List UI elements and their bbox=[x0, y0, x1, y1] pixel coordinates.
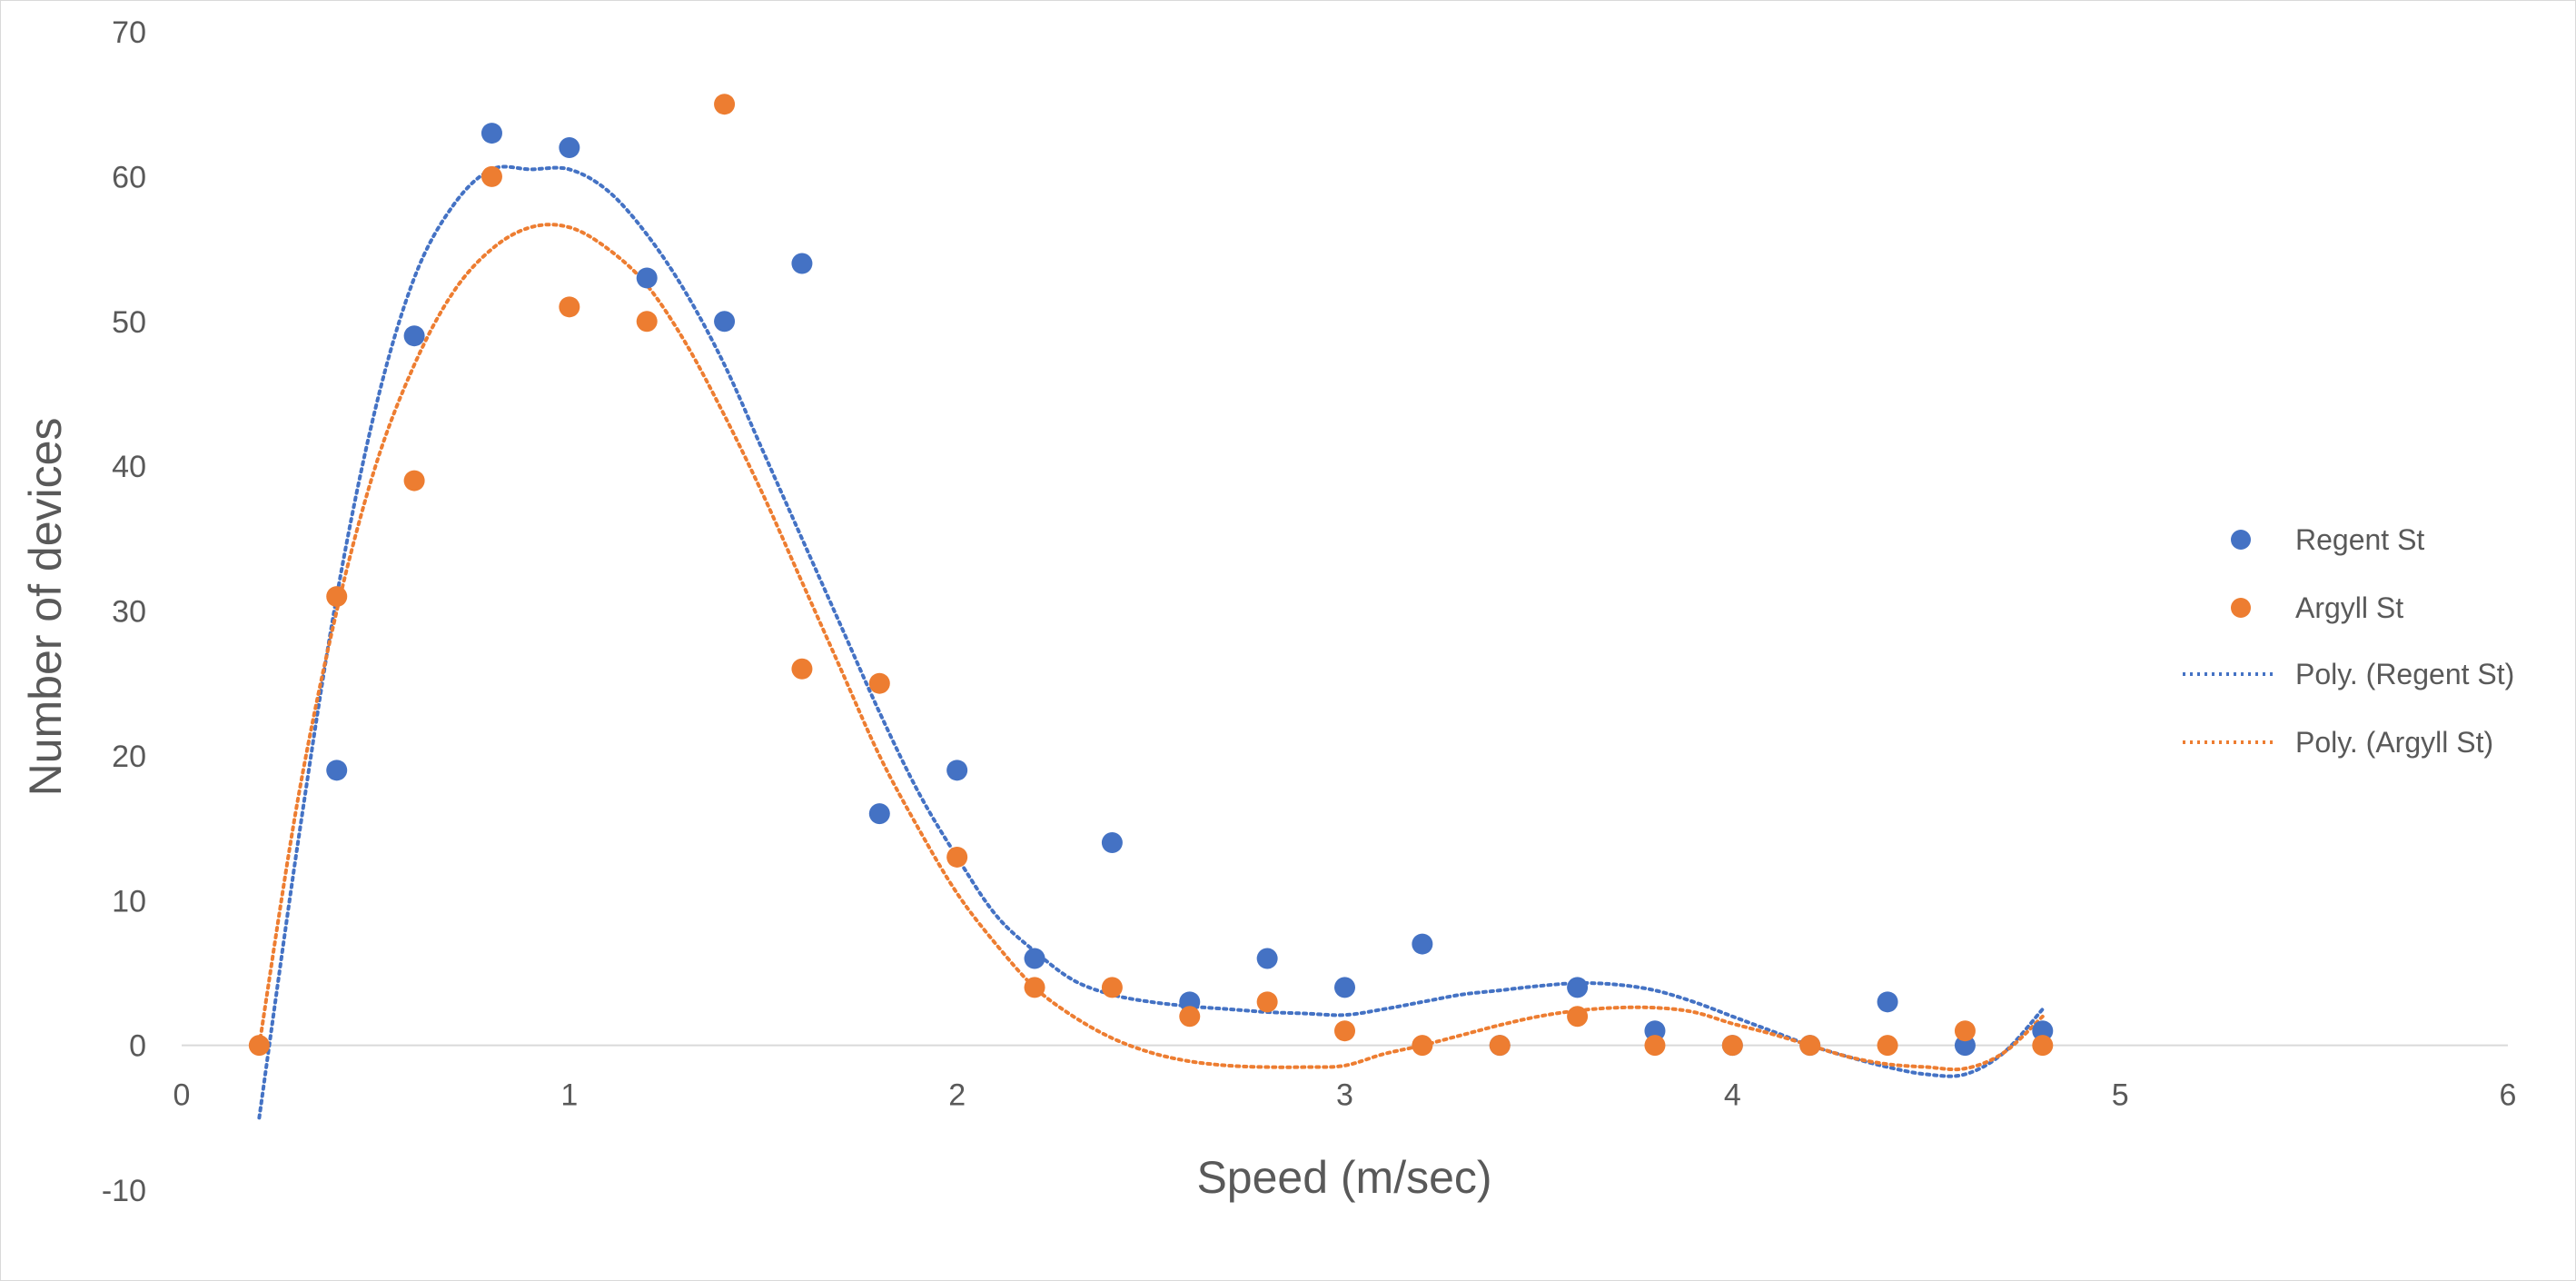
y-tick-label: 30 bbox=[112, 595, 146, 630]
data-point-regent-st bbox=[946, 760, 968, 781]
x-axis-title: Speed (m/sec) bbox=[1196, 1152, 1491, 1203]
data-point-argyll-st bbox=[1799, 1035, 1821, 1057]
data-point-argyll-st bbox=[248, 1035, 270, 1057]
data-point-argyll-st bbox=[403, 470, 425, 492]
data-point-argyll-st bbox=[1334, 1020, 1355, 1042]
data-point-argyll-st bbox=[714, 94, 736, 115]
data-point-argyll-st bbox=[326, 586, 348, 608]
y-tick-label: 70 bbox=[112, 15, 146, 50]
data-point-argyll-st bbox=[1567, 1006, 1589, 1028]
data-point-argyll-st bbox=[559, 296, 580, 318]
legend-label-argyll-st: Argyll St bbox=[2295, 591, 2403, 624]
data-point-regent-st bbox=[1256, 948, 1278, 969]
data-point-regent-st bbox=[2032, 1020, 2054, 1042]
y-axis-title: Number of devices bbox=[20, 418, 71, 797]
data-point-argyll-st bbox=[636, 311, 658, 333]
data-point-regent-st bbox=[1101, 832, 1123, 853]
data-point-regent-st bbox=[1412, 933, 1433, 955]
trendline-poly-argyll-st bbox=[257, 223, 2045, 1072]
data-point-regent-st bbox=[559, 137, 580, 158]
trendline-poly-regent-st bbox=[257, 164, 2045, 1120]
y-tick-label: 20 bbox=[112, 740, 146, 774]
y-tick-label: 60 bbox=[112, 160, 146, 194]
y-tick-label: 40 bbox=[112, 450, 146, 484]
data-point-argyll-st bbox=[1489, 1035, 1511, 1057]
y-tick-label: 0 bbox=[129, 1029, 146, 1064]
x-tick-label: 6 bbox=[2500, 1078, 2517, 1113]
data-point-regent-st bbox=[1179, 991, 1201, 1013]
x-tick-label: 4 bbox=[1724, 1078, 1741, 1113]
legend-label-regent-st: Regent St bbox=[2295, 523, 2424, 556]
y-tick-label: 50 bbox=[112, 305, 146, 340]
data-point-regent-st bbox=[1334, 977, 1355, 998]
data-point-argyll-st bbox=[791, 658, 813, 680]
legend: Regent St Argyll St Poly. (Regent St) Po… bbox=[2183, 523, 2514, 759]
data-point-argyll-st bbox=[1256, 991, 1278, 1013]
trendlines bbox=[257, 164, 2045, 1120]
data-point-regent-st bbox=[481, 123, 502, 144]
data-point-regent-st bbox=[791, 253, 813, 274]
y-tick-label: 10 bbox=[112, 884, 146, 919]
data-point-regent-st bbox=[1024, 948, 1045, 969]
y-tick-label: -10 bbox=[102, 1174, 146, 1208]
data-point-argyll-st bbox=[1721, 1035, 1743, 1057]
data-point-regent-st bbox=[1644, 1020, 1666, 1042]
data-point-argyll-st bbox=[481, 165, 502, 187]
x-tick-label: 2 bbox=[948, 1078, 966, 1113]
data-point-argyll-st bbox=[1877, 1035, 1898, 1057]
data-point-regent-st bbox=[326, 760, 348, 781]
data-point-regent-st bbox=[1877, 991, 1898, 1013]
x-tick-label: 5 bbox=[2112, 1078, 2129, 1113]
data-point-regent-st bbox=[1954, 1035, 1976, 1057]
x-tick-label: 0 bbox=[173, 1078, 191, 1113]
legend-marker-argyll-st bbox=[2231, 598, 2251, 618]
data-point-regent-st bbox=[1567, 977, 1589, 998]
data-point-argyll-st bbox=[946, 846, 968, 868]
data-point-argyll-st bbox=[2032, 1035, 2054, 1057]
data-points bbox=[248, 94, 2054, 1057]
data-point-argyll-st bbox=[1179, 1006, 1201, 1028]
data-point-argyll-st bbox=[1101, 977, 1123, 998]
axes: 0 1 2 3 4 5 6 -10 0 10 20 30 40 50 60 70 bbox=[102, 15, 2517, 1208]
legend-marker-regent-st bbox=[2231, 530, 2251, 550]
data-point-argyll-st bbox=[868, 672, 890, 694]
data-point-regent-st bbox=[403, 325, 425, 347]
data-point-argyll-st bbox=[1644, 1035, 1666, 1057]
x-tick-label: 3 bbox=[1336, 1078, 1353, 1113]
data-point-regent-st bbox=[868, 803, 890, 825]
legend-label-poly-argyll-st: Poly. (Argyll St) bbox=[2295, 726, 2493, 759]
x-tick-label: 1 bbox=[560, 1078, 578, 1113]
data-point-argyll-st bbox=[1024, 977, 1045, 998]
data-point-argyll-st bbox=[1412, 1035, 1433, 1057]
legend-label-poly-regent-st: Poly. (Regent St) bbox=[2295, 658, 2514, 690]
data-point-argyll-st bbox=[1954, 1020, 1976, 1042]
data-point-regent-st bbox=[714, 311, 736, 333]
data-point-regent-st bbox=[636, 267, 658, 289]
